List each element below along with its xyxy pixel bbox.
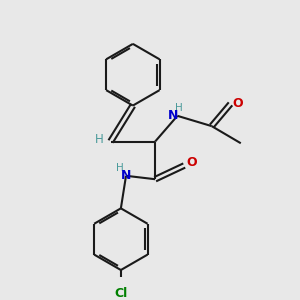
Text: O: O bbox=[187, 156, 197, 169]
Text: O: O bbox=[232, 97, 243, 110]
Text: Cl: Cl bbox=[114, 287, 128, 300]
Text: N: N bbox=[121, 169, 131, 182]
Text: N: N bbox=[168, 109, 178, 122]
Text: H: H bbox=[175, 103, 183, 113]
Text: H: H bbox=[95, 133, 104, 146]
Text: H: H bbox=[116, 163, 124, 173]
